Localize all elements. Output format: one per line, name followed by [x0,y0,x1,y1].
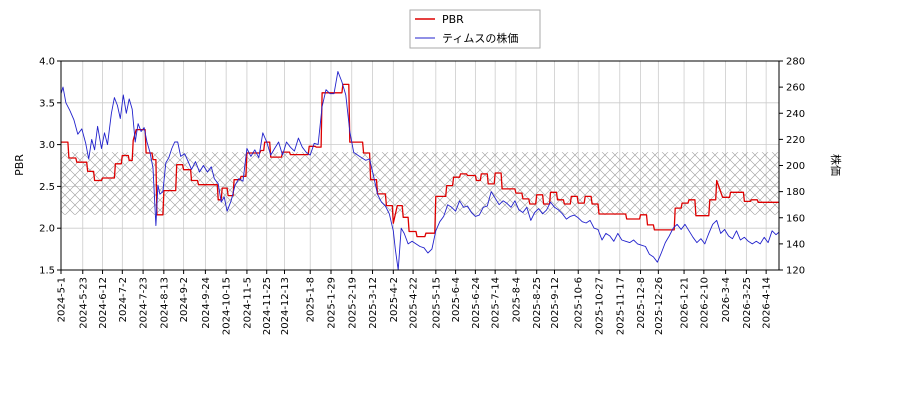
x-tick-label: 2024-12-13 [280,277,291,335]
x-tick-label: 2025-8-4 [511,277,522,322]
x-tick-label: 2026-2-10 [699,277,710,329]
x-tick-label: 2024-7-2 [118,277,129,322]
legend-label-pbr: PBR [442,13,464,26]
left-tick-label: 3.5 [39,98,55,109]
x-tick-label: 2025-2-19 [347,277,358,329]
right-tick-label: 120 [786,266,805,277]
x-tick-label: 2026-1-21 [680,277,691,329]
series-line-pbr [61,83,779,238]
x-tick-label: 2025-6-24 [471,277,482,329]
x-tick-label: 2024-7-23 [139,277,150,329]
x-tick-label: 2024-9-2 [179,277,190,322]
x-tick-label: 2024-6-12 [98,277,109,329]
left-tick-label: 4.0 [39,57,55,68]
x-tick-label: 2025-5-15 [431,277,442,329]
x-tick-label: 2025-4-2 [389,277,400,322]
x-tick-label: 2025-9-12 [550,277,561,329]
left-tick-label: 2.0 [39,224,55,235]
right-tick-label: 240 [786,109,805,120]
x-tick-label: 2025-4-22 [409,277,420,329]
x-tick-label: 2025-10-27 [595,277,606,335]
x-tick-label: 2025-11-17 [615,277,626,335]
right-tick-label: 200 [786,161,805,172]
series-layer [61,71,779,270]
left-tick-label: 3.0 [39,140,55,151]
x-tick-label: 2024-5-1 [57,277,68,322]
x-tick-label: 2024-5-23 [78,277,89,329]
x-tick-label: 2024-8-13 [159,277,170,329]
x-tick-label: 2025-1-29 [326,277,337,329]
legend: PBR ティムスの株価 [409,9,541,49]
x-tick-label: 2026-4-14 [762,277,773,329]
left-tick-label: 1.5 [39,266,55,277]
x-tick-label: 2025-12-26 [654,277,665,335]
right-tick-label: 160 [786,213,805,224]
x-tick-label: 2024-9-24 [201,277,212,329]
x-tick-label: 2025-1-8 [306,277,317,322]
right-tick-label: 260 [786,83,805,94]
x-tick-label: 2025-10-6 [574,277,585,329]
x-tick-label: 2025-8-25 [532,277,543,329]
x-tick-label: 2024-11-25 [262,277,273,335]
pbr-range-band [61,152,779,215]
left-tick-label: 2.5 [39,182,55,193]
legend-label-price: ティムスの株価 [442,31,518,45]
x-tick-label: 2025-7-14 [491,277,502,329]
right-axis-label: 株価 [829,154,843,176]
series-line-stock-price [61,71,779,270]
x-tick-label: 2026-3-25 [742,277,753,329]
x-tick-label: 2024-11-5 [242,277,253,329]
left-y-axis: 1.5 2.0 2.5 3.0 3.5 4.0 [39,57,61,277]
x-tick-label: 2025-3-12 [368,277,379,329]
legend-box [409,9,541,49]
right-tick-label: 280 [786,57,805,68]
x-axis: 2024-5-1 2024-5-23 2024-6-12 2024-7-2 2024-7… [57,270,773,335]
left-axis-label: PBR [13,154,26,176]
right-tick-label: 140 [786,239,805,250]
x-tick-label: 2025-12-8 [636,277,647,329]
right-tick-label: 220 [786,135,805,146]
x-tick-label: 2026-3-4 [721,277,732,322]
x-tick-label: 2025-6-4 [451,277,462,322]
right-tick-label: 180 [786,187,805,198]
x-tick-label: 2024-10-15 [222,277,233,335]
right-y-axis: 120 140 160 180 200 220 240 260 280 [779,57,805,277]
